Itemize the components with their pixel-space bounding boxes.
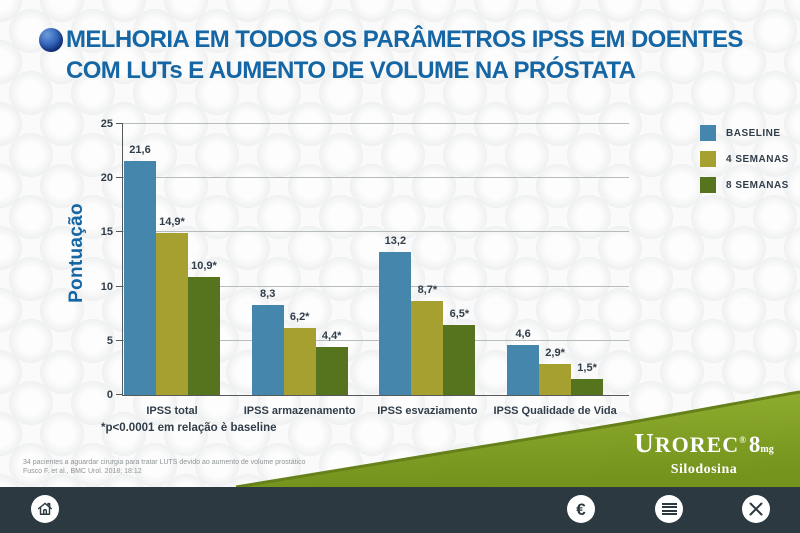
legend-item: BASELINE bbox=[700, 125, 789, 141]
y-axis-tick-label: 25 bbox=[100, 118, 113, 130]
gridline bbox=[123, 177, 629, 179]
bar-value-label: 13,2 bbox=[384, 234, 407, 247]
menu-button[interactable] bbox=[655, 495, 683, 523]
y-axis-tick bbox=[116, 339, 123, 341]
bar-group: 21,6 14,9* 10,9* IPSS total bbox=[124, 124, 220, 417]
y-axis-tick bbox=[116, 285, 123, 287]
bar bbox=[283, 327, 316, 395]
brand-name: UROREC bbox=[634, 428, 740, 458]
close-button[interactable] bbox=[742, 495, 770, 523]
gridline bbox=[123, 123, 629, 124]
legend-label: 8 SEMANAS bbox=[726, 179, 789, 191]
bar-value-label: 21,6 bbox=[129, 143, 151, 156]
bar-group: 13,2 8,7* 6,5* IPSS esvaziamento bbox=[377, 124, 477, 417]
bar-value-label: 2,9* bbox=[545, 346, 565, 359]
brand-substance: Silodosina bbox=[670, 462, 738, 477]
bar-value-label: 4,6 bbox=[515, 328, 531, 341]
legend-label: 4 SEMANAS bbox=[726, 153, 789, 165]
y-axis-tick bbox=[116, 394, 123, 395]
euro-button[interactable]: € bbox=[567, 495, 595, 523]
bar bbox=[188, 276, 220, 395]
bar-value-label: 1,5* bbox=[577, 361, 597, 374]
bullet-sphere-icon bbox=[39, 28, 63, 52]
registered-mark: ® bbox=[739, 435, 746, 445]
reference-line1: 34 pacientes a aguardar cirurgia para tr… bbox=[23, 459, 306, 466]
bar bbox=[315, 347, 348, 395]
category-label: IPSS Qualidade de Vida bbox=[493, 405, 617, 417]
bottom-navbar: € bbox=[0, 487, 800, 533]
gridline bbox=[123, 339, 629, 341]
close-icon bbox=[749, 502, 763, 516]
bar-value-label: 6,5* bbox=[449, 307, 470, 320]
legend-color-chip bbox=[700, 177, 716, 193]
reference-line2: Fusco F. et al., BMC Urol. 2018; 18:12 bbox=[23, 468, 142, 475]
home-button[interactable] bbox=[31, 495, 59, 523]
brand-name-row: UROREC® 8mg bbox=[606, 429, 800, 461]
bar-value-label: 4,4* bbox=[321, 330, 342, 343]
bar-group: 8,3 6,2* 4,4* IPSS armazenamento bbox=[244, 124, 356, 417]
legend-label: BASELINE bbox=[726, 127, 781, 139]
bar bbox=[411, 300, 444, 395]
y-axis-tick-label: 20 bbox=[100, 172, 113, 185]
bar bbox=[124, 160, 156, 395]
bar bbox=[539, 363, 572, 395]
category-label: IPSS total bbox=[146, 405, 198, 417]
bar bbox=[443, 324, 476, 395]
bar bbox=[507, 345, 540, 395]
chart-footnote: *p<0.0001 em relação è baseline bbox=[101, 422, 277, 434]
bar-value-label: 6,2* bbox=[289, 310, 310, 323]
menu-icon bbox=[661, 502, 677, 516]
bar-value-label: 14,9* bbox=[159, 216, 185, 229]
gridline bbox=[123, 231, 629, 233]
page-title: MELHORIA EM TODOS OS PARÂMETROS IPSS EM … bbox=[66, 24, 786, 86]
y-axis-tick bbox=[116, 231, 123, 233]
y-axis-tick-label: 5 bbox=[106, 334, 113, 347]
bar bbox=[571, 378, 604, 395]
legend: BASELINE 4 SEMANAS 8 SEMANAS bbox=[700, 125, 789, 203]
legend-item: 4 SEMANAS bbox=[700, 151, 789, 167]
plot-area: 0 5 10 15 20 25 21,6 14,9* 10,9* IPSS total 8,3 6,2… bbox=[101, 118, 629, 417]
y-axis-tick-label: 15 bbox=[100, 226, 113, 239]
legend-item: 8 SEMANAS bbox=[700, 177, 789, 193]
bar-value-label: 10,9* bbox=[191, 259, 217, 272]
bar bbox=[156, 233, 188, 395]
y-axis-tick-label: 10 bbox=[100, 280, 113, 293]
reference-text: 34 pacientes a aguardar cirurgia para tr… bbox=[23, 458, 306, 476]
bar-value-label: 8,7* bbox=[417, 283, 438, 296]
euro-icon: € bbox=[576, 499, 586, 519]
home-icon bbox=[37, 502, 53, 515]
page-title-line1: MELHORIA EM TODOS OS PARÂMETROS IPSS EM … bbox=[66, 26, 743, 53]
legend-color-chip bbox=[700, 125, 716, 141]
category-label: IPSS armazenamento bbox=[243, 405, 356, 417]
bar-value-label: 8,3 bbox=[260, 288, 276, 301]
brand-dose: 8 bbox=[748, 432, 761, 457]
y-axis-tick bbox=[116, 123, 123, 124]
bar bbox=[251, 305, 284, 395]
y-axis-tick-label: 0 bbox=[106, 389, 113, 401]
brand-logo: UROREC® 8mg Silodosina bbox=[606, 429, 800, 478]
category-label: IPSS esvaziamento bbox=[377, 405, 478, 417]
legend-color-chip bbox=[700, 151, 716, 167]
page-title-line2: COM LUTs E AUMENTO DE VOLUME NA PRÓSTATA bbox=[66, 57, 636, 84]
gridline bbox=[123, 285, 629, 287]
brand-dose-unit: mg bbox=[760, 444, 774, 455]
green-swoosh bbox=[235, 390, 800, 487]
y-axis-tick bbox=[116, 177, 123, 179]
bar-group: 4,6 2,9* 1,5* IPSS Qualidade de Vida bbox=[493, 124, 616, 417]
bar bbox=[379, 251, 412, 395]
